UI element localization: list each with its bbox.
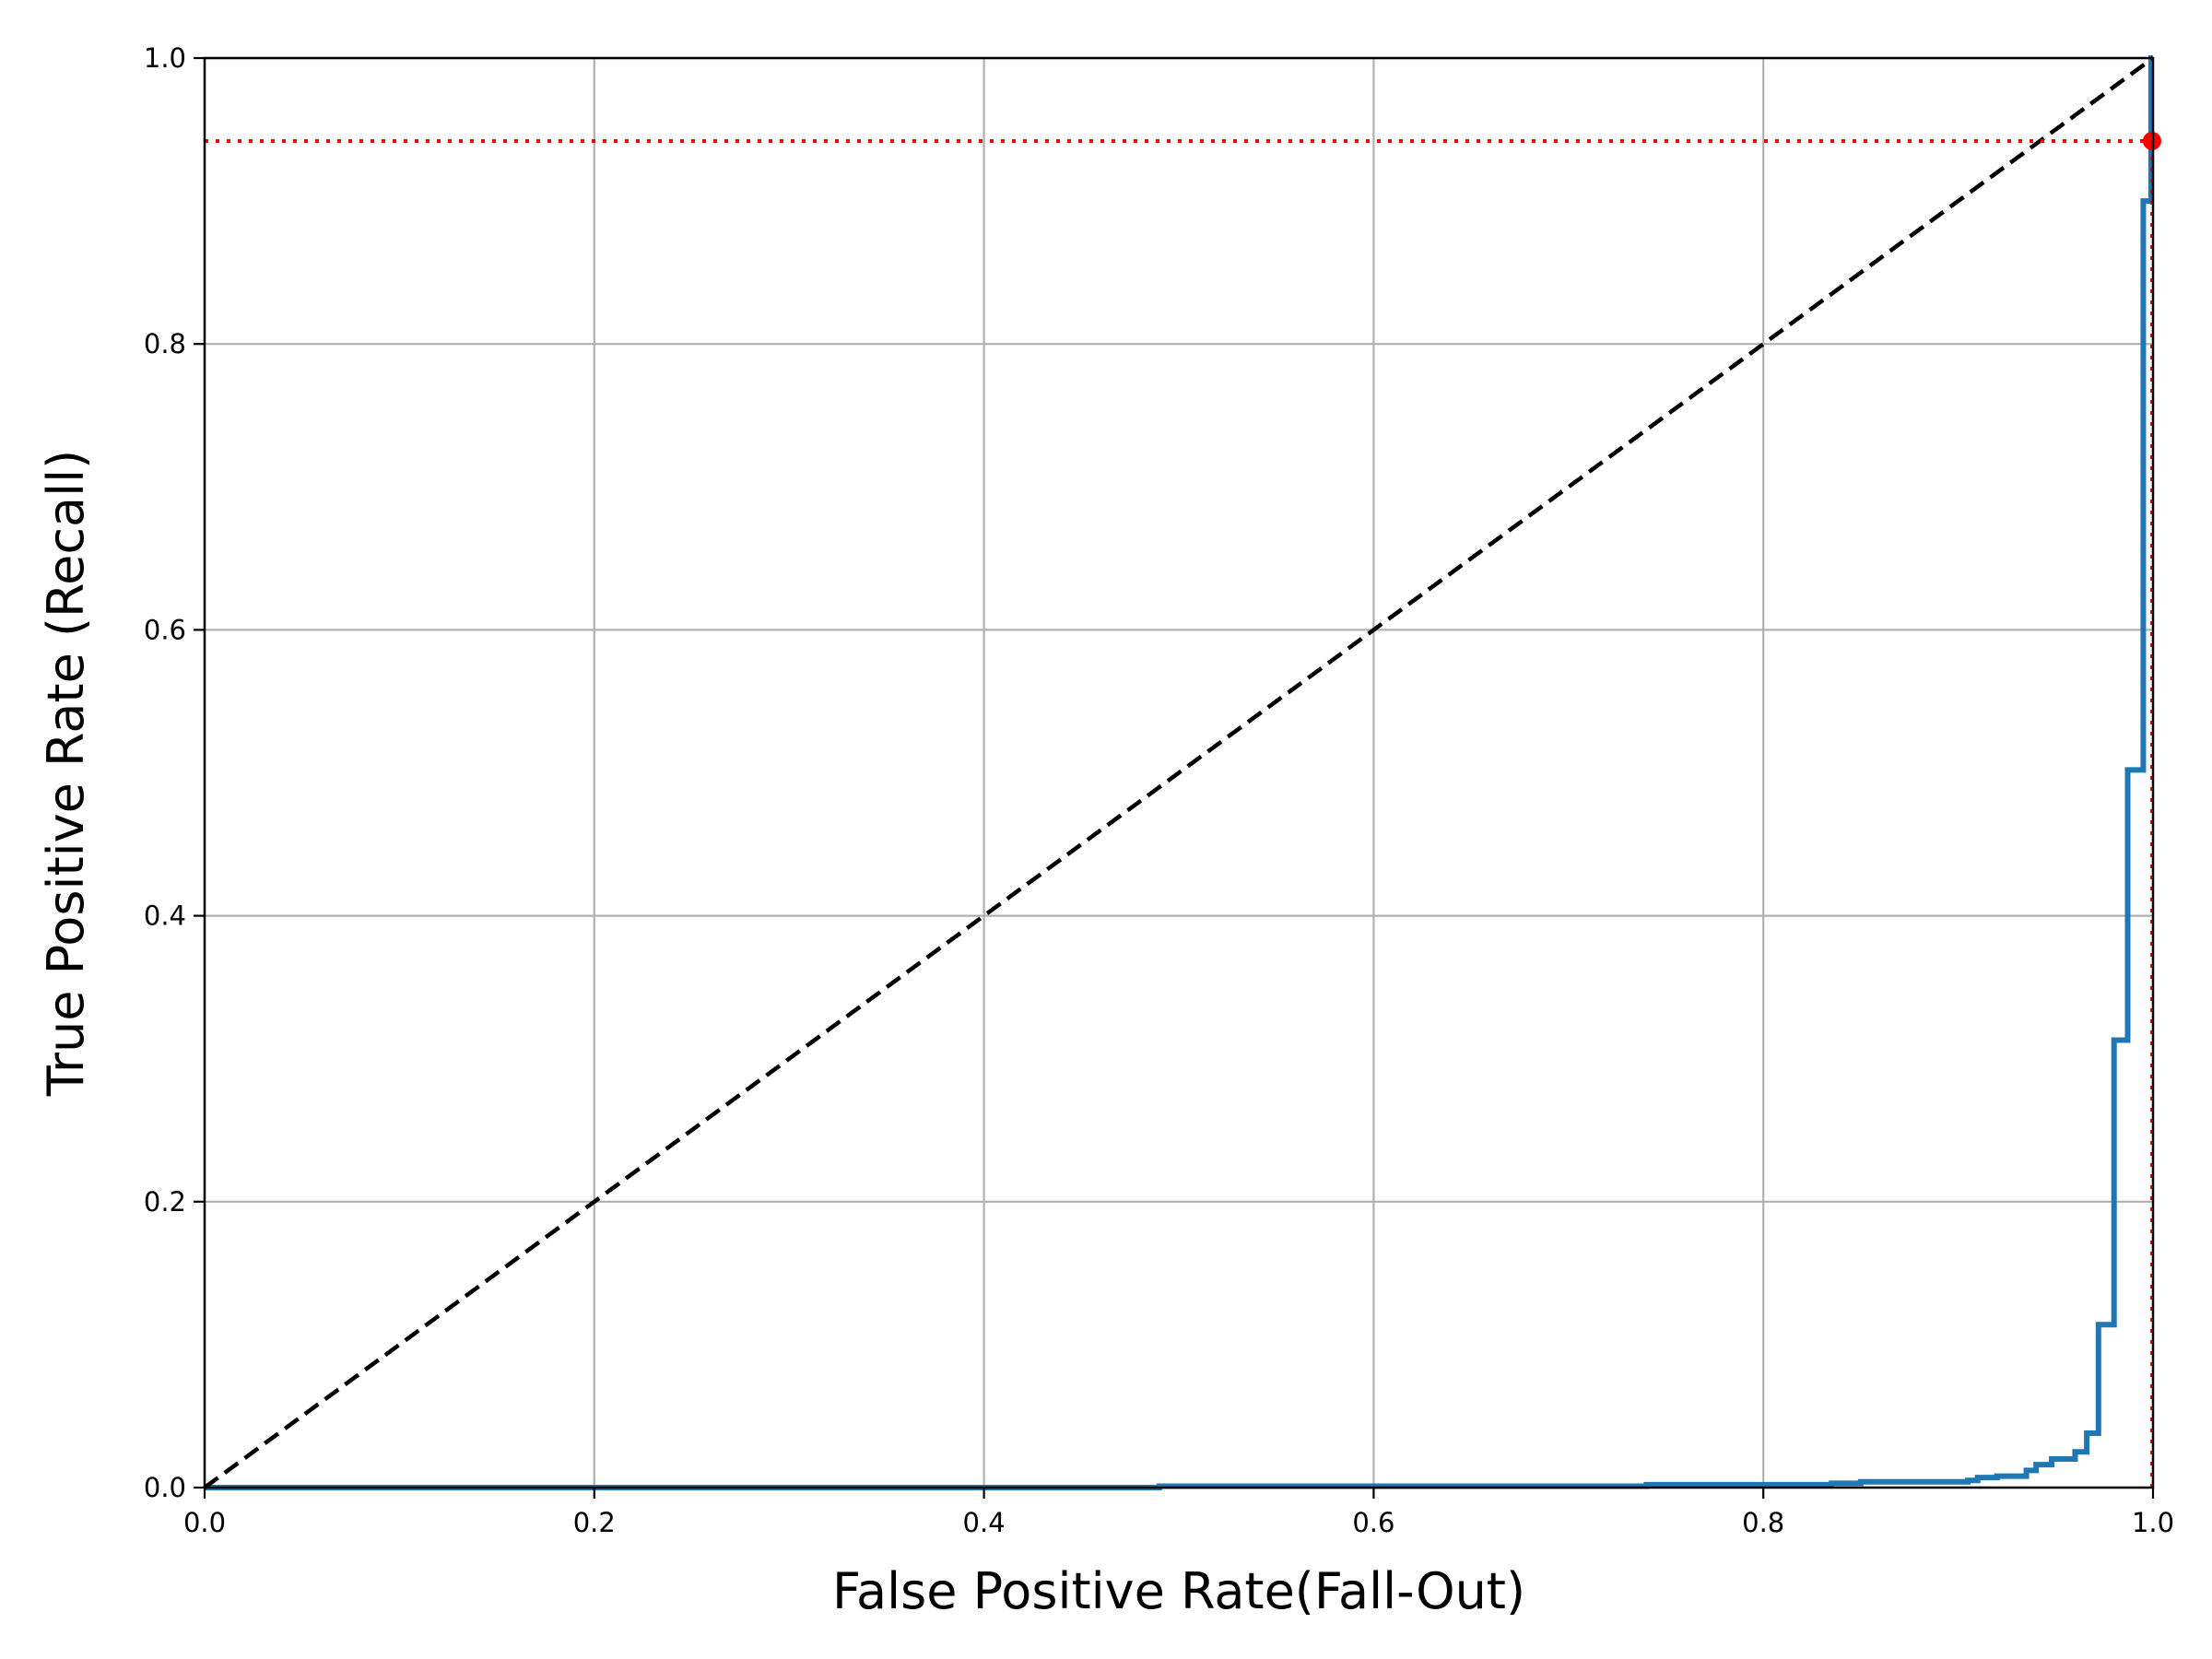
x-tick-label: 0.8 — [1742, 1507, 1784, 1538]
random-classifier-diagonal-line — [203, 56, 2155, 1489]
x-tick-label: 1.0 — [2132, 1507, 2174, 1538]
series-layer — [203, 55, 2161, 1490]
x-tick-label: 0.0 — [183, 1507, 226, 1538]
y-tick-label: 0.2 — [144, 1186, 186, 1218]
y-tick-label: 1.0 — [144, 42, 186, 74]
x-tick-label: 0.6 — [1352, 1507, 1394, 1538]
x-axis-label: False Positive Rate(Fall-Out) — [832, 1562, 1525, 1620]
roc-curve-line — [205, 55, 2154, 1490]
y-tick-label: 0.4 — [144, 900, 186, 932]
ticks: 0.0 0.2 0.4 0.6 0.8 1.0 0.0 0.2 0.4 0.6 0.8 1.0 — [144, 42, 2174, 1538]
y-tick-label: 0.0 — [144, 1472, 186, 1503]
y-axis-label: True Positive Rate (Recall) — [37, 450, 95, 1097]
y-tick-label: 0.6 — [144, 614, 186, 645]
y-tick-label: 0.8 — [144, 328, 186, 359]
plot-frame — [203, 56, 2155, 1489]
x-tick-label: 0.4 — [963, 1507, 1006, 1538]
x-tick-label: 0.2 — [573, 1507, 616, 1538]
